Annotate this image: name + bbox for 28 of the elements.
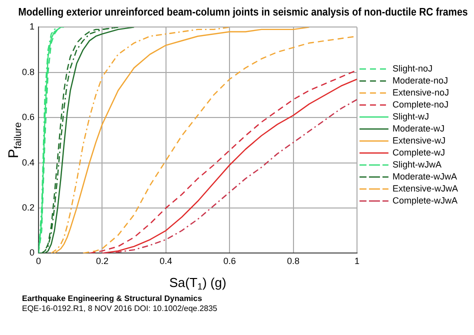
legend-label: Complete-wJwA [392, 195, 458, 206]
legend-label: Complete-wJ [392, 147, 445, 158]
text: Earthquake Engineering & Structural Dynamics [22, 294, 204, 304]
y-tick-label: 1 [29, 22, 35, 32]
x-tick-label: 1 [354, 256, 360, 266]
legend-label: Slight-wJ [392, 111, 429, 122]
x-tick-label: 0.6 [223, 256, 236, 266]
y-tick-label: 0.4 [22, 157, 35, 168]
y-tick-label: 0 [29, 248, 35, 258]
legend-label: Slight-noJ [392, 63, 433, 74]
text: EQE-16-0192.R1, 8 NOV 2016 DOI: 10.1002/eqe.2835 [22, 304, 218, 314]
legend-label: Slight-wJwA [392, 159, 442, 170]
y-tick-label: 0.8 [22, 66, 35, 77]
y-tick-label: 0.2 [22, 202, 35, 212]
legend-label: Extensive-wJwA [392, 183, 458, 194]
legend-label: Moderate-wJ [392, 123, 445, 134]
legend-label: Moderate-noJ [392, 75, 448, 86]
y-axis-title: Pfailure [4, 122, 24, 158]
legend-label: Extensive-wJ [392, 135, 446, 146]
legend-label: Complete-noJ [392, 99, 449, 110]
y-tick-label: 0.6 [22, 112, 35, 122]
legend-label: Moderate-wJwA [392, 171, 458, 182]
x-tick-label: 0.2 [96, 256, 108, 266]
chart-title: Modelling exterior unreinforced beam-column joints in seismic analysis of non-ductile RC frames [18, 7, 468, 19]
legend-label: Extensive-noJ [392, 87, 450, 98]
x-tick-label: 0.8 [287, 256, 300, 266]
x-tick-label: 0.4 [160, 256, 172, 266]
x-tick-label: 0 [36, 256, 42, 266]
